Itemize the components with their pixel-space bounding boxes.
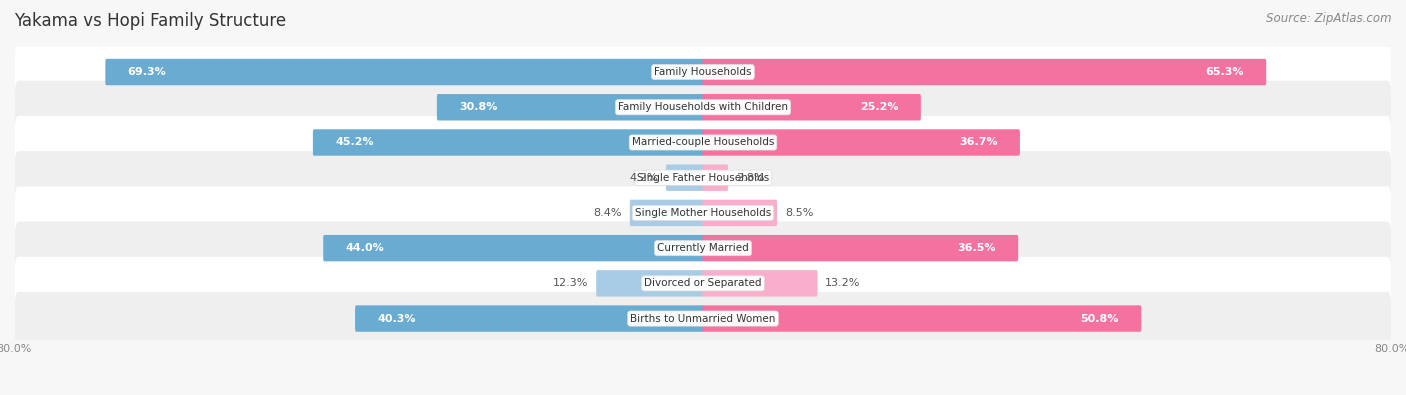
Text: Family Households with Children: Family Households with Children xyxy=(619,102,787,112)
Text: 40.3%: 40.3% xyxy=(377,314,416,324)
FancyBboxPatch shape xyxy=(323,235,704,261)
FancyBboxPatch shape xyxy=(15,222,1391,275)
Text: Yakama vs Hopi Family Structure: Yakama vs Hopi Family Structure xyxy=(14,12,287,30)
FancyBboxPatch shape xyxy=(702,59,1267,85)
FancyBboxPatch shape xyxy=(15,292,1391,345)
Legend: Yakama, Hopi: Yakama, Hopi xyxy=(638,392,768,395)
Text: Single Mother Households: Single Mother Households xyxy=(636,208,770,218)
Text: Married-couple Households: Married-couple Households xyxy=(631,137,775,147)
FancyBboxPatch shape xyxy=(666,164,704,191)
Text: 12.3%: 12.3% xyxy=(553,278,589,288)
FancyBboxPatch shape xyxy=(15,81,1391,134)
Text: 30.8%: 30.8% xyxy=(460,102,498,112)
Text: 36.7%: 36.7% xyxy=(959,137,997,147)
Text: Divorced or Separated: Divorced or Separated xyxy=(644,278,762,288)
Text: 44.0%: 44.0% xyxy=(346,243,384,253)
FancyBboxPatch shape xyxy=(15,116,1391,169)
FancyBboxPatch shape xyxy=(702,235,1018,261)
Text: 36.5%: 36.5% xyxy=(957,243,995,253)
Text: Births to Unmarried Women: Births to Unmarried Women xyxy=(630,314,776,324)
FancyBboxPatch shape xyxy=(356,305,704,332)
FancyBboxPatch shape xyxy=(702,129,1019,156)
FancyBboxPatch shape xyxy=(702,164,728,191)
FancyBboxPatch shape xyxy=(702,94,921,120)
Text: 8.5%: 8.5% xyxy=(785,208,813,218)
Text: 69.3%: 69.3% xyxy=(128,67,166,77)
FancyBboxPatch shape xyxy=(314,129,704,156)
Text: Source: ZipAtlas.com: Source: ZipAtlas.com xyxy=(1267,12,1392,25)
Text: 4.2%: 4.2% xyxy=(630,173,658,183)
FancyBboxPatch shape xyxy=(437,94,704,120)
FancyBboxPatch shape xyxy=(15,257,1391,310)
FancyBboxPatch shape xyxy=(15,45,1391,99)
Text: 8.4%: 8.4% xyxy=(593,208,621,218)
FancyBboxPatch shape xyxy=(630,200,704,226)
FancyBboxPatch shape xyxy=(702,270,817,297)
Text: 45.2%: 45.2% xyxy=(335,137,374,147)
FancyBboxPatch shape xyxy=(105,59,704,85)
Text: 13.2%: 13.2% xyxy=(825,278,860,288)
Text: 2.8%: 2.8% xyxy=(735,173,765,183)
Text: Currently Married: Currently Married xyxy=(657,243,749,253)
FancyBboxPatch shape xyxy=(15,186,1391,239)
Text: Single Father Households: Single Father Households xyxy=(637,173,769,183)
Text: Family Households: Family Households xyxy=(654,67,752,77)
FancyBboxPatch shape xyxy=(596,270,704,297)
Text: 65.3%: 65.3% xyxy=(1205,67,1244,77)
FancyBboxPatch shape xyxy=(15,151,1391,204)
FancyBboxPatch shape xyxy=(702,200,778,226)
Text: 25.2%: 25.2% xyxy=(860,102,898,112)
Text: 50.8%: 50.8% xyxy=(1081,314,1119,324)
FancyBboxPatch shape xyxy=(702,305,1142,332)
